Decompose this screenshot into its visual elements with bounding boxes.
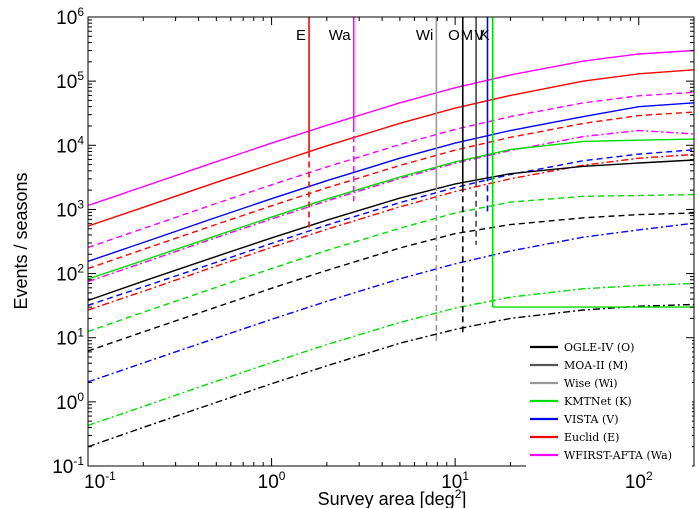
series-line-13: [88, 282, 694, 427]
legend-label: VISTA (V): [563, 413, 619, 426]
x-axis-title: Survey area [deg2]: [318, 487, 467, 508]
legend-label: KMTNet (K): [564, 395, 632, 408]
x-tick-label: 101: [441, 469, 469, 493]
series-line-8: [88, 149, 694, 306]
series-line-6: [88, 138, 694, 280]
vline-label-6: K: [480, 27, 490, 44]
x-tick-label: 100: [258, 469, 286, 493]
series-line-2: [88, 91, 694, 249]
y-tick-label: 102: [56, 262, 84, 286]
x-tick-label: 102: [625, 469, 653, 493]
vline-label-4: M: [461, 27, 474, 44]
y-tick-label: 101: [56, 326, 84, 350]
series-line-3: [88, 102, 694, 263]
vline-label-2: Wi: [416, 27, 434, 44]
legend: OGLE-IV (O) MOA-II (M) Wise (Wi) KMTNet (K)…: [526, 339, 692, 469]
x-tick-label: 10-1: [84, 469, 116, 493]
legend-label: WFIRST-AFTA (Wa): [564, 449, 672, 462]
legend-label: MOA-II (M): [564, 359, 628, 372]
y-tick-label: 104: [56, 133, 84, 157]
series-line-9: [88, 159, 694, 302]
legend-label: OGLE-IV (O): [564, 341, 634, 354]
label-layer: 10-1 100 101 102 10-1 100 101 102 103 104 105 106: [52, 5, 653, 493]
series-line-5: [88, 129, 694, 283]
series-line-12: [88, 222, 694, 383]
vline-label-0: E: [296, 27, 306, 44]
series-line-10: [88, 193, 694, 333]
series-line-7: [88, 153, 694, 311]
y-tick-label: 10-1: [52, 454, 84, 478]
y-axis-title: Events / seasons: [11, 172, 31, 309]
y-tick-label: 106: [56, 5, 84, 29]
vline-layer: E Wa Wi O M VK: [296, 17, 694, 344]
vline-label-3: O: [448, 27, 460, 44]
series-line-4: [88, 111, 694, 270]
y-tick-label: 100: [56, 390, 84, 414]
tick-layer: [87, 16, 695, 467]
y-tick-label: 105: [56, 69, 84, 93]
legend-label: Euclid (E): [564, 431, 619, 444]
series-line-11: [88, 212, 694, 352]
series-line-0: [88, 49, 694, 207]
vline-label-5: V: [474, 27, 484, 44]
plot-frame: [87, 16, 695, 467]
series-line-1: [88, 69, 694, 227]
vline-label-1: Wa: [329, 27, 352, 44]
series-line-14: [88, 303, 694, 448]
legend-box: [526, 339, 692, 469]
series-layer: [88, 49, 694, 448]
legend-label: Wise (Wi): [564, 377, 618, 390]
y-tick-label: 103: [56, 197, 84, 221]
